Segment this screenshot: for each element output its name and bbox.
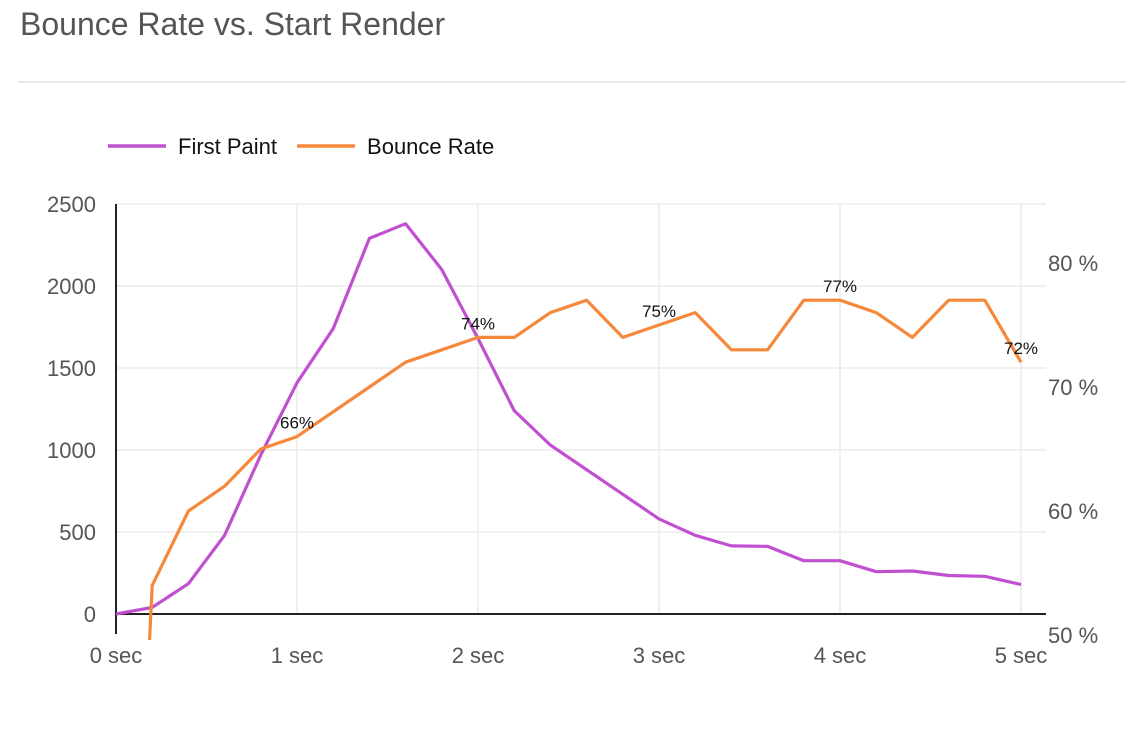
x-tick-label: 4 sec (814, 643, 867, 668)
y-left-tick-label: 500 (59, 520, 96, 545)
axes: 0 sec 1 sec 2 sec 3 sec 4 sec 5 sec 0 500 1000 15… (47, 192, 1098, 668)
data-label: 66% (280, 414, 314, 433)
y-right-tick-label: 70 % (1048, 375, 1098, 400)
y-right-tick-label: 60 % (1048, 499, 1098, 524)
x-tick-label: 0 sec (90, 643, 143, 668)
legend-label: First Paint (178, 134, 277, 159)
data-label: 74% (461, 314, 495, 333)
y-left-tick-label: 1500 (47, 356, 96, 381)
data-label: 72% (1004, 339, 1038, 358)
y-right-tick-label: 80 % (1048, 251, 1098, 276)
x-tick-label: 3 sec (633, 643, 686, 668)
grid-lines (116, 203, 1046, 614)
legend: First Paint Bounce Rate (108, 134, 494, 159)
chart-title: Bounce Rate vs. Start Render (20, 6, 446, 42)
title-divider (18, 81, 1126, 83)
series-line-bounce-rate (147, 298, 1023, 640)
y-right-tick-label: 50 % (1048, 623, 1098, 648)
y-left-tick-label: 0 (84, 602, 96, 627)
data-label: 75% (642, 302, 676, 321)
x-tick-label: 2 sec (452, 643, 505, 668)
series-layer (116, 222, 1023, 640)
x-tick-label: 5 sec (995, 643, 1048, 668)
y-left-tick-label: 2000 (47, 274, 96, 299)
y-left-tick-label: 2500 (47, 192, 96, 217)
x-tick-label: 1 sec (271, 643, 324, 668)
data-label: 77% (823, 277, 857, 296)
data-labels: 66% 74% 75% 77% 72% (280, 277, 1038, 432)
y-left-tick-label: 1000 (47, 438, 96, 463)
series-line-first-paint (116, 222, 1022, 616)
legend-label: Bounce Rate (367, 134, 494, 159)
